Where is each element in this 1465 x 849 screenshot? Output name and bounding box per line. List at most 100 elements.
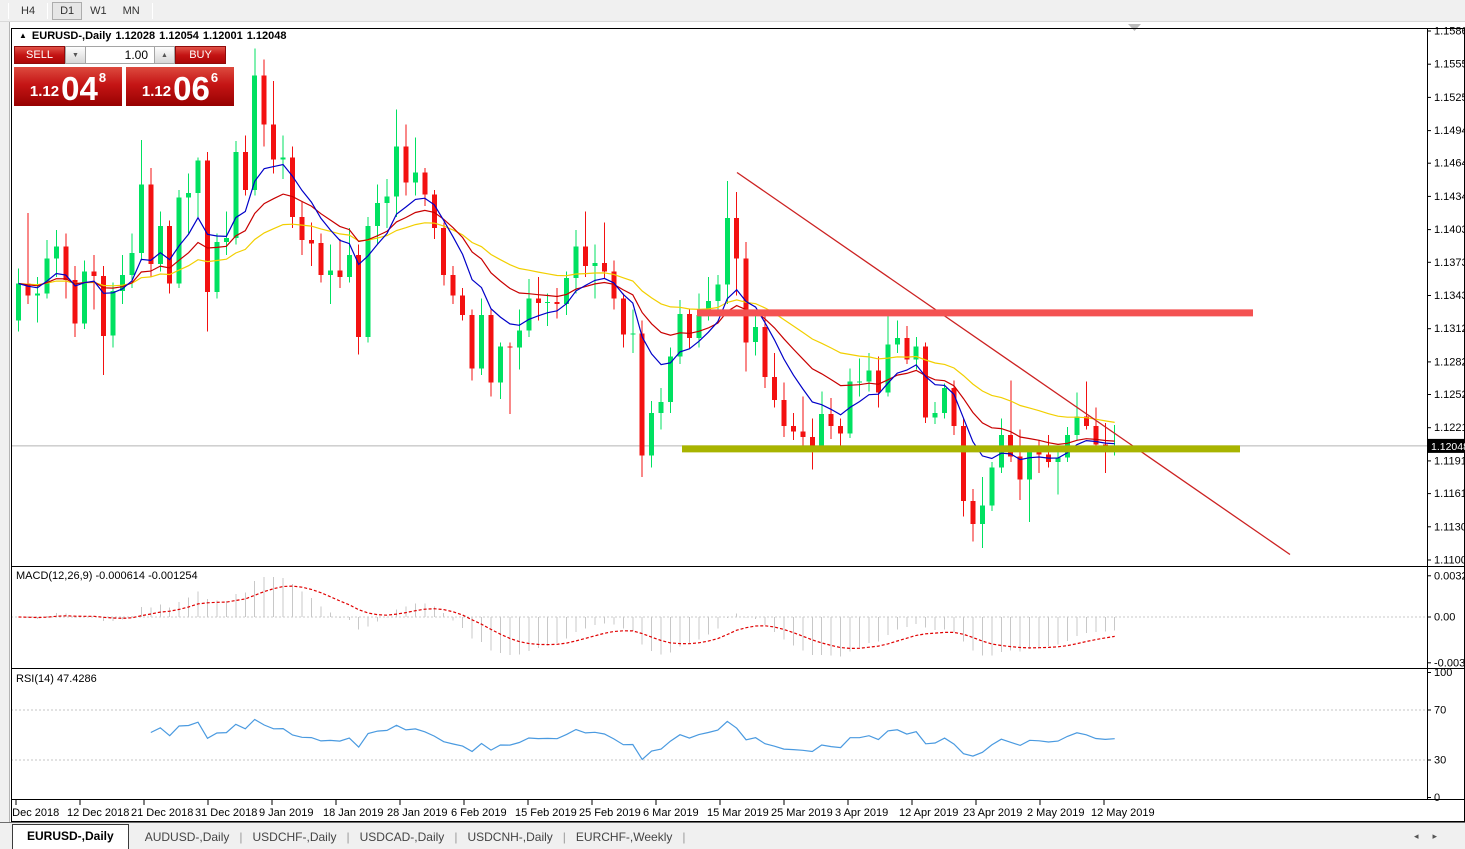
sell-button[interactable]: SELL: [14, 46, 65, 64]
sell-price-button[interactable]: 1.12 04 8: [14, 67, 122, 106]
buy-button[interactable]: BUY: [175, 46, 226, 64]
svg-text:2 May 2019: 2 May 2019: [1027, 807, 1084, 819]
svg-text:1.14645: 1.14645: [1434, 158, 1465, 170]
svg-text:31 Dec 2018: 31 Dec 2018: [195, 807, 257, 819]
svg-text:12 Apr 2019: 12 Apr 2019: [899, 807, 958, 819]
chart-tab-usdchf-daily[interactable]: USDCHF-,Daily: [252, 830, 337, 844]
tab-scroll-right-icon[interactable]: ▸: [1432, 831, 1451, 841]
sell-price-pip: 8: [98, 70, 107, 85]
svg-text:0: 0: [1434, 792, 1440, 804]
svg-text:6 Mar 2019: 6 Mar 2019: [643, 807, 699, 819]
buy-price-button[interactable]: 1.12 06 6: [126, 67, 234, 106]
toolbar-separator: [151, 2, 153, 19]
rsi-line: [150, 718, 1115, 761]
svg-text:1.11910: 1.11910: [1434, 455, 1465, 467]
rsi-axis: 100 70 30 0: [1427, 667, 1452, 804]
svg-text:30: 30: [1434, 755, 1446, 767]
buy-price-big: 06: [173, 69, 210, 107]
svg-text:6 Feb 2019: 6 Feb 2019: [451, 807, 507, 819]
chart-tab-usdcad-daily[interactable]: USDCAD-,Daily: [359, 830, 445, 844]
svg-text:1.13430: 1.13430: [1434, 290, 1465, 302]
volume-decrease-button[interactable]: ▼: [65, 46, 86, 64]
chart-objects: [682, 171, 1291, 556]
arrow-down-icon: ▼: [72, 51, 79, 59]
svg-text:1.15860: 1.15860: [1434, 26, 1465, 38]
current-price-tag: [1428, 438, 1465, 453]
chart-tab-audusd-daily[interactable]: AUDUSD-,Daily: [144, 830, 230, 844]
svg-text:12 Dec 2018: 12 Dec 2018: [67, 807, 129, 819]
window-left-gutter: [0, 22, 10, 849]
svg-text:1.14340: 1.14340: [1434, 191, 1465, 203]
svg-text:1.13125: 1.13125: [1434, 323, 1465, 335]
timeframe-h4-button[interactable]: H4: [13, 2, 43, 20]
high-value: 1.12054: [159, 30, 199, 42]
sell-price-big: 04: [61, 69, 98, 107]
date-axis: 3 Dec 2018 12 Dec 2018 21 Dec 2018 31 Dec 2…: [3, 800, 1155, 819]
svg-text:9 Jan 2019: 9 Jan 2019: [259, 807, 313, 819]
sell-price-prefix: 1.12: [29, 83, 60, 100]
svg-text:12 May 2019: 12 May 2019: [1091, 807, 1155, 819]
svg-text:1.15555: 1.15555: [1434, 59, 1465, 71]
chart-tab-bar: EURUSD-,Daily AUDUSD-,Daily | USDCHF-,Daily…: [0, 822, 1465, 849]
moving-averages: [18, 163, 1115, 461]
tab-separator: |: [239, 830, 243, 844]
descending-trendline: [736, 171, 1291, 556]
timeframe-w1-button[interactable]: W1: [82, 2, 115, 20]
svg-text:0.00: 0.00: [1434, 612, 1455, 624]
svg-text:21 Dec 2018: 21 Dec 2018: [131, 807, 193, 819]
svg-text:15 Feb 2019: 15 Feb 2019: [515, 807, 577, 819]
svg-text:1.12048: 1.12048: [1431, 441, 1465, 453]
svg-text:25 Feb 2019: 25 Feb 2019: [579, 807, 641, 819]
volume-increase-button[interactable]: ▲: [154, 46, 175, 64]
timeframe-mn-button[interactable]: MN: [115, 2, 148, 20]
svg-text:1.11305: 1.11305: [1434, 521, 1465, 533]
low-value: 1.12001: [202, 30, 243, 42]
toolbar-separator: [47, 2, 49, 19]
svg-text:1.12820: 1.12820: [1434, 356, 1465, 368]
tab-scroll-left-icon[interactable]: ◂: [1413, 831, 1433, 841]
price-axis: 1.15860 1.15555 1.15250 1.14945 1.14645 1.143…: [1427, 26, 1465, 567]
svg-text:1.13735: 1.13735: [1434, 257, 1465, 269]
svg-text:1.15250: 1.15250: [1434, 92, 1465, 104]
chart-tab-eurusd-daily[interactable]: EURUSD-,Daily: [12, 824, 129, 849]
arrow-up-icon: ▲: [161, 51, 168, 59]
tab-separator: |: [682, 830, 686, 844]
chart-tab-eurchf-weekly[interactable]: EURCHF-,Weekly: [575, 830, 673, 844]
macd-indicator-label: MACD(12,26,9) -0.000614 -0.001254: [16, 570, 198, 582]
tab-separator: |: [562, 830, 566, 844]
svg-text:70: 70: [1434, 705, 1446, 717]
tab-separator: |: [346, 830, 350, 844]
timeframe-d1-button[interactable]: D1: [52, 1, 83, 20]
svg-text:1.12520: 1.12520: [1434, 389, 1465, 401]
close-value: 1.12048: [246, 30, 287, 42]
svg-text:0.003287: 0.003287: [1434, 570, 1465, 582]
buy-price-prefix: 1.12: [141, 83, 172, 100]
toolbar-separator: [8, 2, 9, 19]
svg-text:25 Mar 2019: 25 Mar 2019: [771, 807, 833, 819]
rsi-indicator-label: RSI(14) 47.4286: [16, 673, 97, 685]
macd-histogram: [27, 576, 1116, 657]
svg-text:15 Mar 2019: 15 Mar 2019: [707, 807, 769, 819]
chart-tab-usdcnh-daily[interactable]: USDCNH-,Daily: [467, 830, 553, 844]
svg-text:3 Apr 2019: 3 Apr 2019: [835, 807, 888, 819]
svg-text:3 Dec 2018: 3 Dec 2018: [3, 807, 59, 819]
svg-text:100: 100: [1434, 667, 1452, 679]
svg-text:23 Apr 2019: 23 Apr 2019: [963, 807, 1022, 819]
candlesticks: [16, 48, 1118, 548]
open-value: 1.12028: [115, 30, 156, 42]
collapse-panel-arrow-icon[interactable]: ▲: [19, 31, 27, 40]
svg-text:1.11000: 1.11000: [1434, 555, 1465, 567]
svg-text:1.12215: 1.12215: [1434, 422, 1465, 434]
chart-shift-marker-icon: [1128, 24, 1141, 31]
symbol-label: EURUSD-,Daily: [31, 30, 112, 42]
volume-input[interactable]: [86, 46, 154, 64]
tab-separator: |: [454, 830, 458, 844]
svg-text:1.11610: 1.11610: [1434, 488, 1465, 500]
timeframe-toolbar: H4 D1 W1 MN: [0, 0, 1465, 22]
svg-text:1.14035: 1.14035: [1434, 224, 1465, 236]
svg-text:1.14945: 1.14945: [1434, 125, 1465, 137]
svg-text:-0.00365: -0.00365: [1434, 657, 1465, 669]
svg-text:28 Jan 2019: 28 Jan 2019: [387, 807, 448, 819]
